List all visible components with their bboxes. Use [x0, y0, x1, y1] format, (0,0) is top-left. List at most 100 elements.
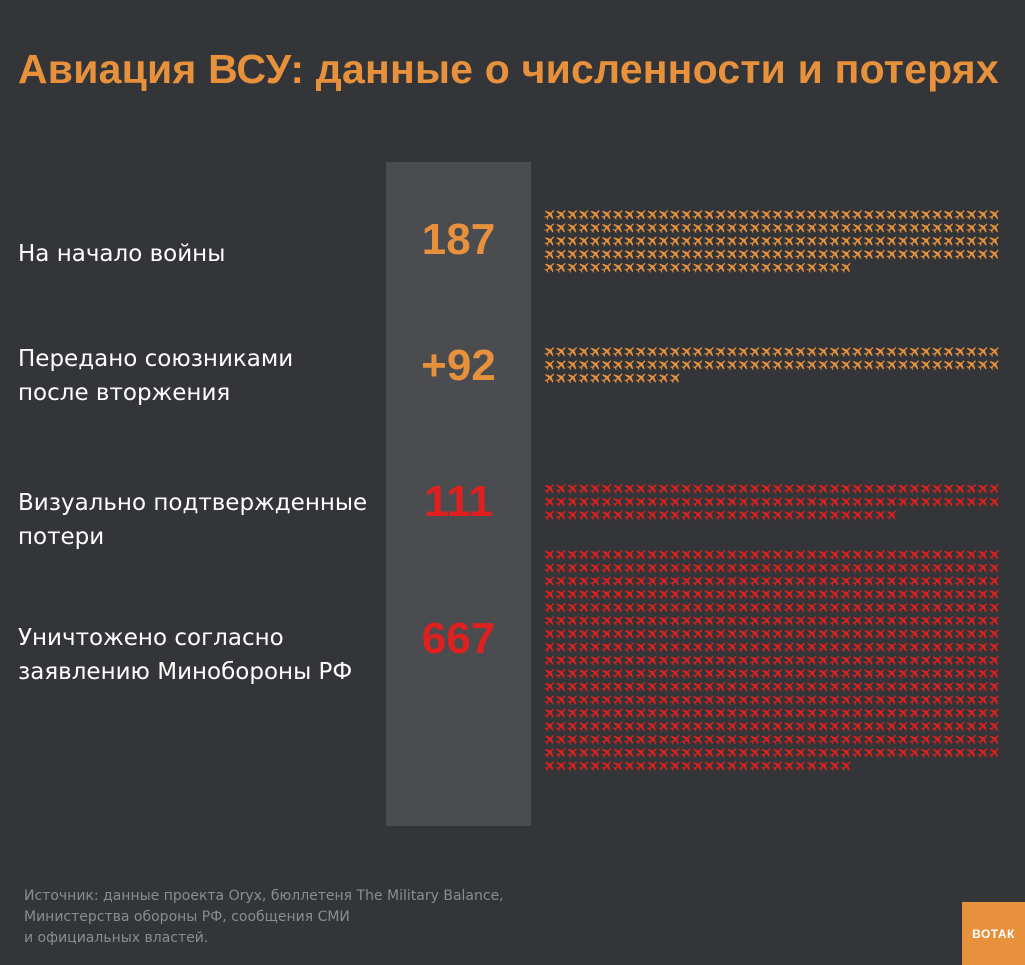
airplane-icon [612, 223, 623, 234]
airplane-icon [703, 602, 714, 613]
airplane-icon [954, 642, 965, 653]
airplane-icon [931, 563, 942, 574]
airplane-icon [954, 695, 965, 706]
airplane-icon [931, 655, 942, 666]
airplane-icon [863, 708, 874, 719]
airplane-icon [612, 616, 623, 626]
airplane-icon [635, 721, 646, 732]
airplane-icon [646, 223, 657, 234]
airplane-icon [646, 589, 657, 600]
airplane-icon [783, 616, 794, 626]
airplane-icon [669, 510, 680, 521]
airplane-icon [589, 360, 600, 371]
airplane-icon [897, 616, 908, 626]
airplane-icon [681, 682, 691, 692]
airplane-icon [555, 695, 566, 706]
airplane-icon [624, 748, 634, 758]
airplane-icon [635, 347, 646, 357]
airplane-icon [681, 761, 691, 772]
airplane-icon [738, 734, 748, 745]
airplane-icon [544, 262, 555, 273]
airplane-icon [943, 642, 954, 653]
airplane-icon [772, 236, 783, 247]
airplane-icon [658, 629, 669, 640]
airplane-icon [646, 563, 657, 574]
airplane-icon [817, 576, 828, 587]
airplane-icon [886, 682, 897, 692]
airplane-icon [544, 589, 555, 600]
airplane-icon [612, 373, 623, 384]
airplane-icon [795, 695, 805, 706]
airplane-icon [943, 360, 954, 371]
airplane-icon [624, 223, 634, 234]
airplane-icon [783, 668, 794, 679]
airplane-icon [658, 589, 669, 600]
airplane-icon [567, 236, 577, 247]
airplane-icon [681, 734, 691, 745]
airplane-icon [783, 563, 794, 574]
airplane-icon [874, 236, 885, 247]
airplane-icon [829, 576, 840, 587]
airplane-icon [658, 668, 669, 679]
airplane-icon [692, 734, 703, 745]
airplane-icon [874, 576, 885, 587]
airplane-icon [578, 510, 589, 521]
airplane-icon [760, 668, 771, 679]
airplane-icon [567, 223, 577, 234]
airplane-icon [669, 761, 680, 772]
airplane-icon [726, 550, 737, 560]
airplane-icon [589, 602, 600, 613]
airplane-icon [669, 602, 680, 613]
airplane-icon [624, 262, 634, 273]
airplane-icon [988, 721, 999, 732]
airplane-icon [817, 210, 828, 220]
airplane-icon [772, 748, 783, 758]
airplane-icon [931, 249, 942, 260]
airplane-icon [703, 550, 714, 560]
airplane-icon [544, 616, 555, 626]
airplane-icon [703, 695, 714, 706]
airplane-icon [612, 668, 623, 679]
airplane-icon [897, 236, 908, 247]
airplane-icon [988, 708, 999, 719]
row-label-transferred-line-1: Передано союзниками [18, 346, 294, 372]
airplane-icon [954, 576, 965, 587]
row-label-confirmed-losses: Визуально подтвержденные потери [18, 486, 367, 554]
airplane-icon [897, 602, 908, 613]
airplane-icon [544, 655, 555, 666]
airplane-icon [795, 721, 805, 732]
airplane-icon [920, 655, 931, 666]
airplane-icon [806, 734, 817, 745]
airplane-icon [749, 761, 760, 772]
airplane-icon [966, 734, 976, 745]
airplane-icon [646, 602, 657, 613]
airplane-icon [692, 589, 703, 600]
airplane-icon [567, 642, 577, 653]
airplane-icon [612, 695, 623, 706]
airplane-icon [795, 563, 805, 574]
airplane-icon [772, 721, 783, 732]
airplane-icon [601, 236, 612, 247]
airplane-icon [760, 484, 771, 494]
airplane-icon [863, 347, 874, 357]
airplane-icon [601, 708, 612, 719]
airplane-icon [567, 602, 577, 613]
airplane-icon [612, 249, 623, 260]
airplane-icon [703, 748, 714, 758]
airplane-icon [795, 484, 805, 494]
airplane-icon [840, 655, 851, 666]
airplane-icon [738, 721, 748, 732]
airplane-icon [555, 373, 566, 384]
airplane-icon [544, 550, 555, 560]
airplane-icon [681, 576, 691, 587]
airplane-icon [772, 497, 783, 508]
airplane-icon [783, 682, 794, 692]
airplane-icon [806, 249, 817, 260]
airplane-icon [589, 616, 600, 626]
airplane-icon [578, 748, 589, 758]
airplane-icon [760, 347, 771, 357]
airplane-icon [772, 223, 783, 234]
airplane-icon [966, 589, 976, 600]
airplane-icon [658, 223, 669, 234]
airplane-icon [954, 236, 965, 247]
